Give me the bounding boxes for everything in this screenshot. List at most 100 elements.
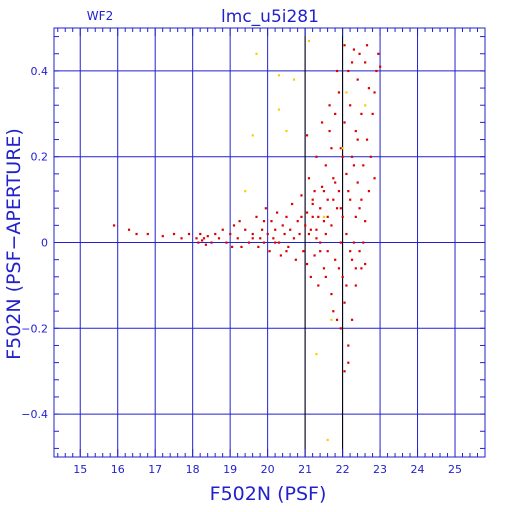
data-point bbox=[307, 177, 311, 180]
data-point bbox=[255, 215, 258, 218]
y-tick-label: −0.4 bbox=[21, 408, 48, 421]
data-point bbox=[341, 215, 344, 218]
data-point bbox=[300, 194, 303, 197]
x-tick-label: 25 bbox=[448, 463, 462, 476]
data-point bbox=[343, 301, 346, 304]
data-point bbox=[339, 147, 342, 150]
data-point bbox=[294, 258, 297, 261]
data-point bbox=[319, 207, 322, 210]
y-axis-ticks: −0.4 −0.2 0 0.2 0.4 bbox=[21, 36, 485, 449]
data-point bbox=[236, 237, 239, 240]
data-point bbox=[197, 241, 200, 244]
x-tick-label: 15 bbox=[73, 463, 87, 476]
data-point bbox=[364, 104, 367, 107]
data-point bbox=[266, 232, 269, 236]
data-point bbox=[268, 250, 271, 253]
data-point bbox=[244, 190, 247, 193]
data-point bbox=[275, 211, 279, 214]
data-point bbox=[334, 258, 337, 261]
data-point bbox=[298, 232, 301, 236]
data-point bbox=[354, 215, 357, 218]
data-points bbox=[112, 39, 382, 442]
y-tick-label: 0.2 bbox=[31, 151, 49, 164]
x-tick-label: 19 bbox=[223, 463, 237, 476]
data-point bbox=[251, 237, 254, 240]
data-point bbox=[172, 232, 176, 236]
data-point bbox=[313, 190, 316, 193]
data-point bbox=[287, 245, 290, 248]
data-point bbox=[238, 220, 241, 223]
data-point bbox=[339, 241, 342, 244]
data-point bbox=[324, 164, 327, 167]
data-point bbox=[259, 237, 262, 240]
data-point bbox=[289, 228, 292, 231]
data-point bbox=[371, 112, 374, 115]
data-point bbox=[335, 207, 339, 210]
data-point bbox=[229, 232, 232, 236]
x-tick-label: 17 bbox=[148, 463, 162, 476]
data-point bbox=[210, 241, 213, 244]
data-point bbox=[330, 147, 333, 150]
data-point bbox=[112, 224, 116, 227]
data-point bbox=[326, 438, 329, 442]
x-tick-label: 23 bbox=[373, 463, 387, 476]
data-point bbox=[180, 237, 183, 240]
data-point bbox=[264, 207, 267, 210]
data-point bbox=[296, 220, 299, 223]
data-point bbox=[341, 147, 344, 150]
data-point bbox=[341, 275, 344, 279]
data-point bbox=[319, 250, 322, 253]
reference-lines bbox=[304, 28, 344, 457]
data-point bbox=[315, 237, 318, 240]
data-point bbox=[204, 243, 207, 246]
data-point bbox=[354, 129, 357, 133]
data-point bbox=[362, 241, 365, 244]
data-point bbox=[320, 185, 324, 188]
data-point bbox=[349, 250, 352, 253]
data-point bbox=[360, 198, 363, 201]
data-point bbox=[373, 91, 376, 94]
data-point bbox=[352, 241, 356, 244]
data-point bbox=[367, 87, 371, 90]
data-point bbox=[274, 241, 277, 244]
data-point bbox=[277, 74, 281, 77]
data-point bbox=[270, 220, 273, 223]
data-point bbox=[356, 138, 359, 141]
data-point bbox=[315, 155, 318, 158]
grid-lines bbox=[54, 28, 485, 457]
data-point bbox=[350, 155, 354, 158]
data-point bbox=[347, 69, 350, 73]
data-point bbox=[221, 228, 224, 231]
data-point bbox=[332, 310, 335, 313]
data-point bbox=[350, 318, 354, 321]
data-point bbox=[255, 52, 258, 55]
data-point bbox=[347, 190, 350, 193]
data-point bbox=[358, 207, 361, 210]
data-point bbox=[347, 361, 350, 364]
data-point bbox=[369, 155, 372, 158]
data-point bbox=[300, 215, 303, 218]
data-point bbox=[345, 91, 348, 94]
data-point bbox=[356, 78, 359, 81]
data-point bbox=[334, 112, 337, 115]
data-point bbox=[317, 215, 320, 218]
data-point bbox=[350, 61, 354, 64]
data-point bbox=[330, 292, 333, 296]
data-point bbox=[343, 121, 346, 124]
data-point bbox=[305, 211, 309, 214]
data-point bbox=[307, 39, 311, 43]
data-point bbox=[127, 228, 131, 231]
data-point bbox=[305, 262, 309, 266]
data-point bbox=[302, 250, 305, 253]
data-point bbox=[377, 52, 380, 55]
data-point bbox=[364, 262, 367, 266]
data-point bbox=[257, 245, 260, 248]
data-point bbox=[354, 284, 357, 287]
data-point bbox=[290, 202, 294, 206]
data-point bbox=[311, 198, 314, 201]
data-point bbox=[364, 61, 367, 64]
data-point bbox=[195, 237, 198, 240]
data-point bbox=[161, 235, 164, 238]
data-point bbox=[307, 232, 311, 236]
